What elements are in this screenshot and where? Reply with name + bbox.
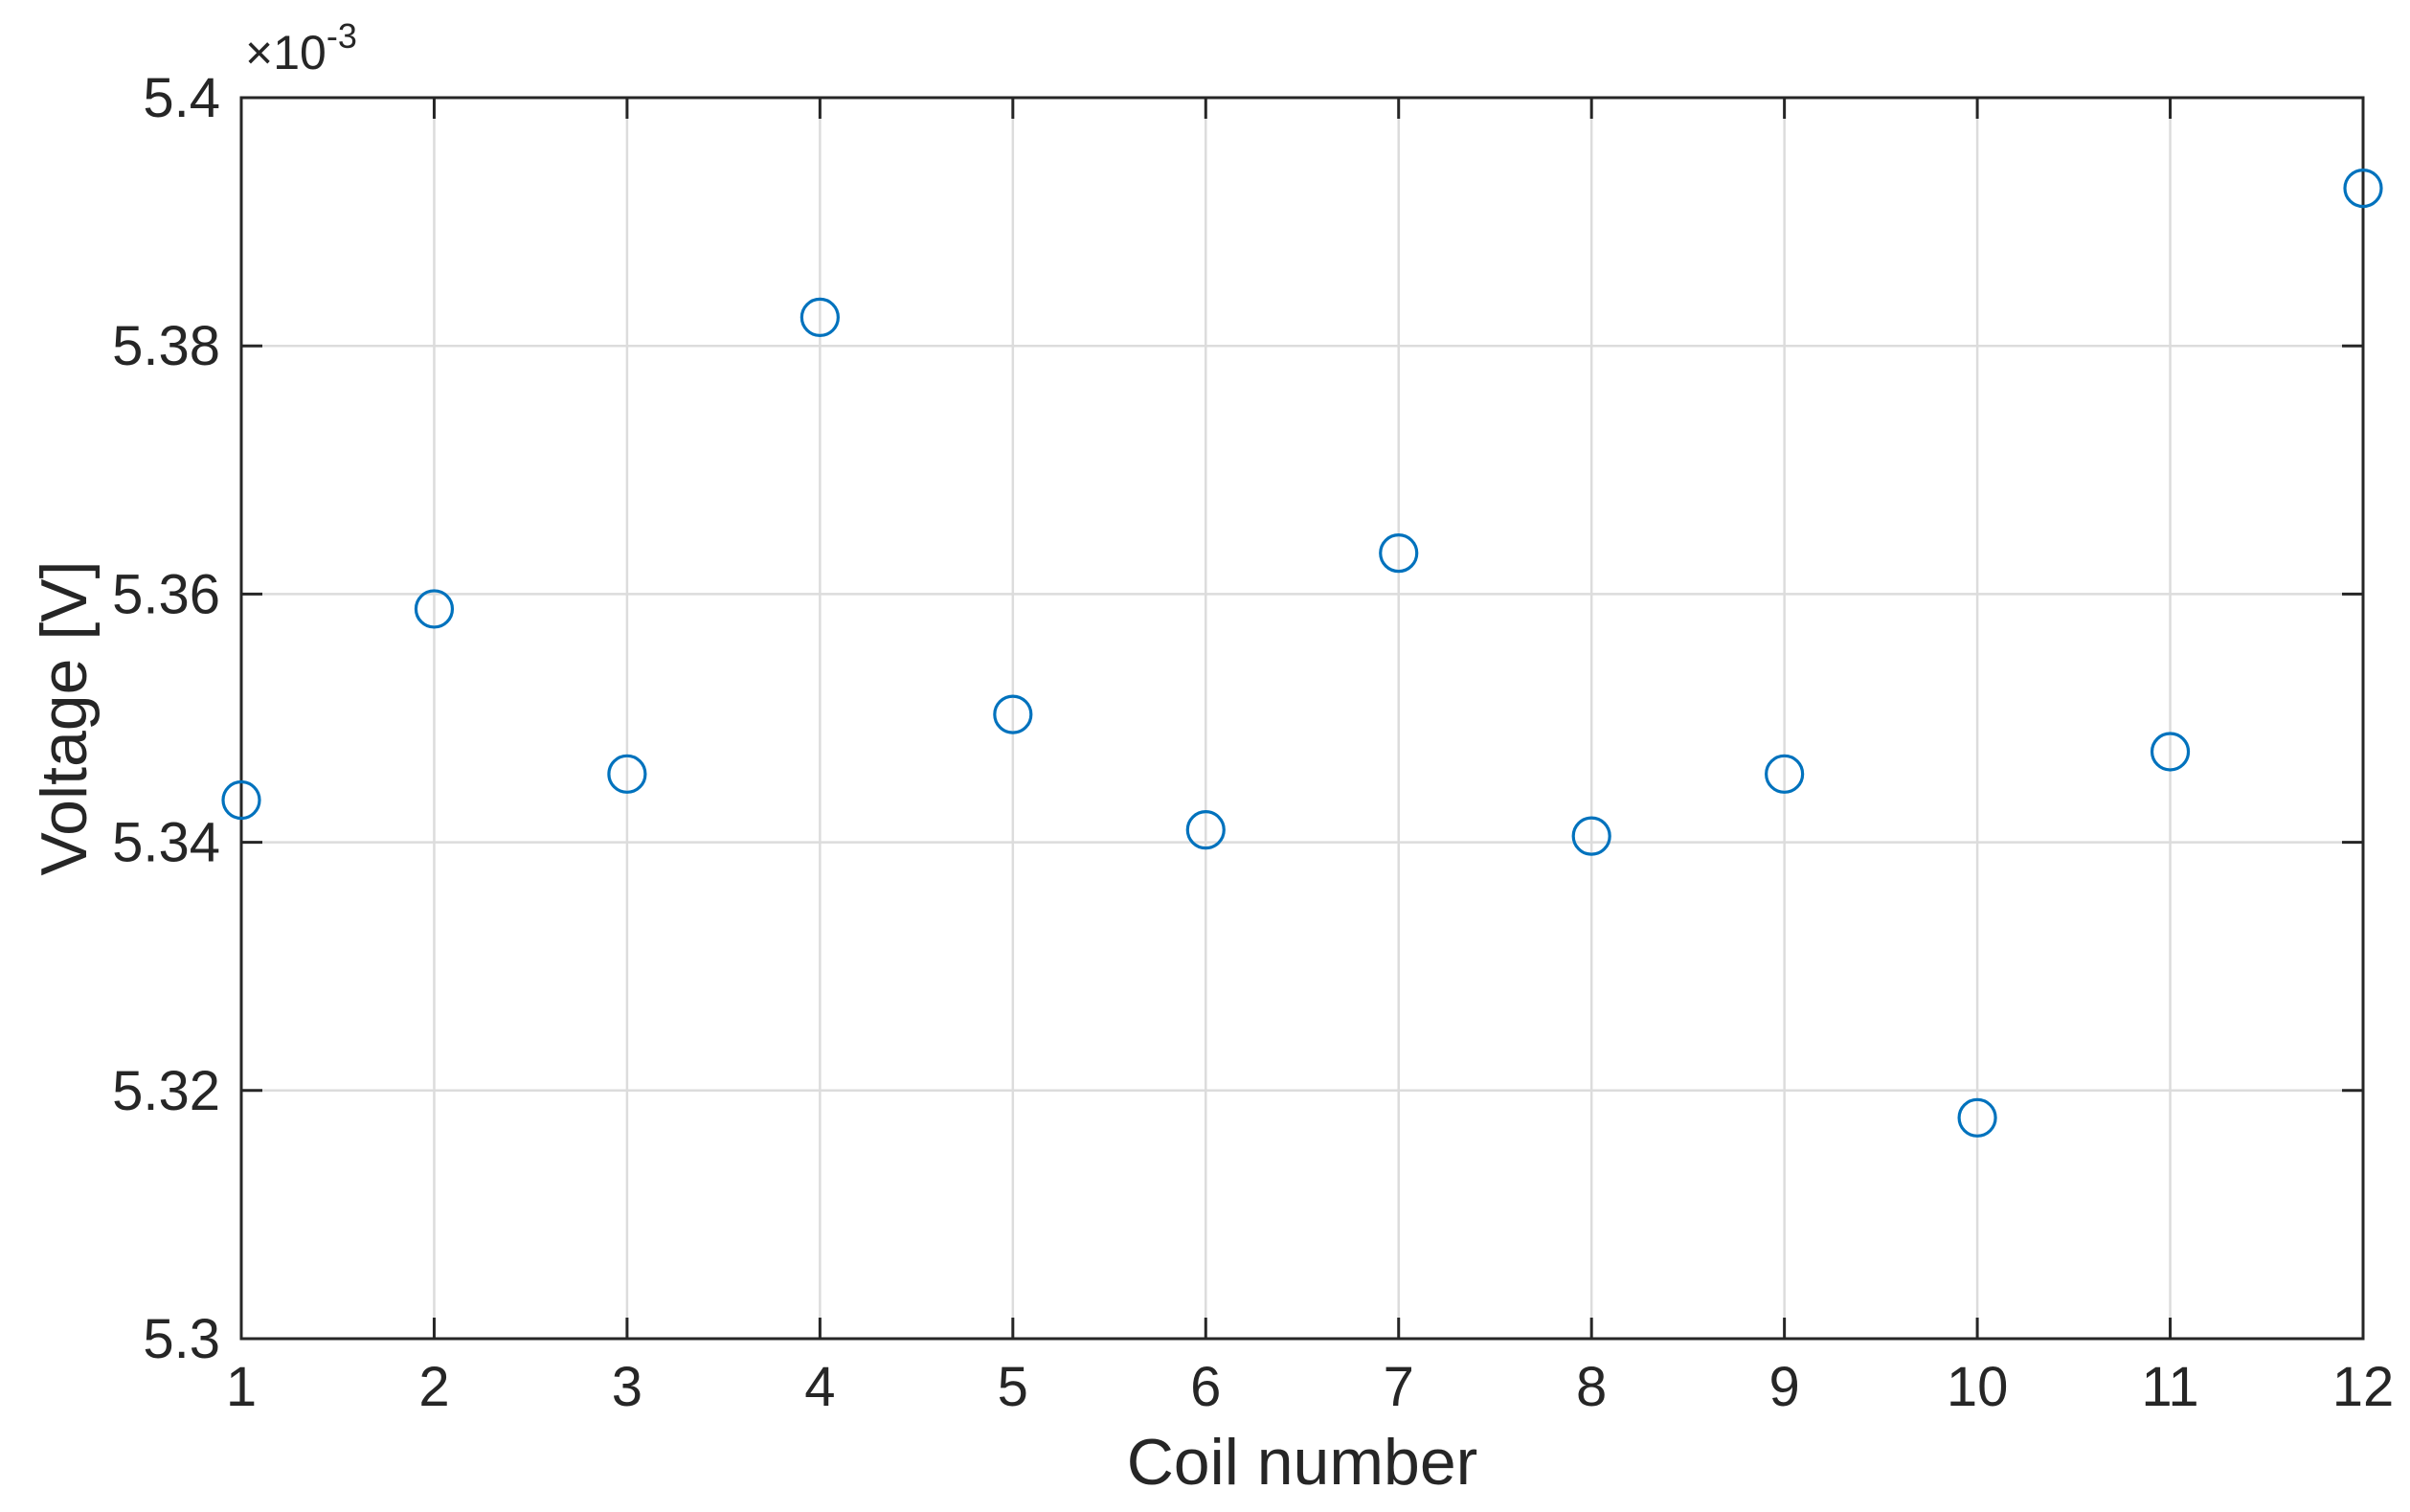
tick-marks bbox=[239, 96, 2365, 1341]
x-axis-title: Coil number bbox=[1127, 1426, 1478, 1499]
data-point bbox=[1957, 1097, 1997, 1138]
data-point bbox=[1765, 754, 1805, 794]
data-point bbox=[1185, 810, 1226, 850]
x-tick-label: 7 bbox=[1384, 1356, 1414, 1418]
x-tick-label: 9 bbox=[1769, 1356, 1800, 1418]
data-point bbox=[2150, 732, 2191, 772]
grid bbox=[241, 98, 2363, 1339]
x-tick-label: 11 bbox=[2141, 1356, 2198, 1418]
x-tick-label: 12 bbox=[2332, 1356, 2395, 1418]
x-tick-label: 2 bbox=[418, 1356, 449, 1418]
data-point bbox=[1379, 533, 1419, 574]
y-axis-title: Voltage [V] bbox=[28, 561, 101, 876]
y-axis-exponent-power: -3 bbox=[327, 16, 357, 56]
data-point bbox=[800, 297, 840, 337]
y-tick-label: 5.32 bbox=[112, 1060, 220, 1122]
x-tick-label: 8 bbox=[1576, 1356, 1607, 1418]
data-point bbox=[607, 754, 647, 794]
data-points bbox=[221, 169, 2383, 1138]
x-tick-label: 5 bbox=[998, 1356, 1028, 1418]
y-tick-label: 5.3 bbox=[143, 1308, 220, 1370]
data-point bbox=[221, 779, 261, 821]
y-tick-label: 5.4 bbox=[143, 67, 220, 129]
plot-area-frame bbox=[239, 96, 2365, 1341]
y-axis-tick-labels: 5.3 5.32 5.34 5.36 5.38 5.4 bbox=[112, 67, 220, 1370]
x-tick-label: 4 bbox=[804, 1356, 835, 1418]
data-point bbox=[993, 694, 1033, 734]
data-point bbox=[414, 589, 455, 629]
y-tick-label: 5.34 bbox=[112, 812, 220, 874]
x-tick-label: 10 bbox=[1947, 1356, 2009, 1418]
y-axis-exponent-label: ×10-3 bbox=[245, 16, 357, 79]
data-point bbox=[2343, 169, 2383, 209]
x-tick-label: 6 bbox=[1190, 1356, 1221, 1418]
data-point bbox=[1571, 816, 1611, 856]
x-tick-label: 3 bbox=[612, 1356, 642, 1418]
y-tick-label: 5.36 bbox=[112, 563, 220, 625]
y-tick-label: 5.38 bbox=[112, 315, 220, 377]
x-axis-tick-labels: 1 2 3 4 5 6 7 8 9 10 11 12 bbox=[226, 1356, 2394, 1418]
x-tick-label: 1 bbox=[226, 1356, 257, 1418]
y-axis-exponent-base: ×10 bbox=[245, 26, 327, 79]
